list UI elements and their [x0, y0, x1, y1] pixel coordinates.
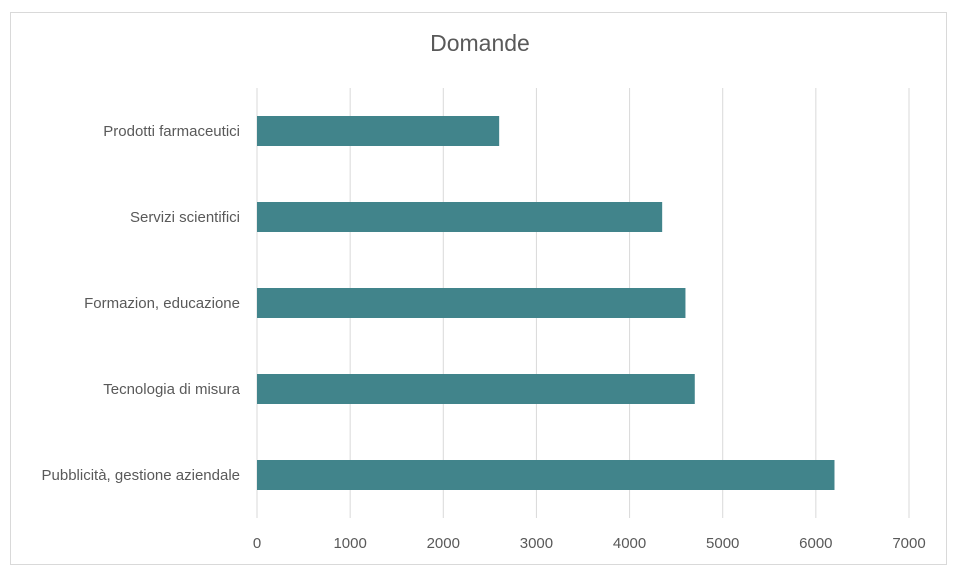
x-tick-label: 1000 — [333, 535, 366, 552]
bar — [257, 460, 834, 490]
category-label: Servizi scientifici — [130, 209, 240, 226]
x-tick-label: 6000 — [799, 535, 832, 552]
x-tick-label: 0 — [253, 535, 261, 552]
x-tick-label: 5000 — [706, 535, 739, 552]
bar — [257, 202, 662, 232]
bar — [257, 116, 499, 146]
category-label: Pubblicità, gestione aziendale — [42, 467, 240, 484]
bar — [257, 374, 695, 404]
x-tick-label: 2000 — [427, 535, 460, 552]
x-tick-label: 3000 — [520, 535, 553, 552]
bar — [257, 288, 685, 318]
category-label: Formazion, educazione — [84, 295, 240, 312]
category-label: Prodotti farmaceutici — [103, 123, 240, 140]
x-tick-label: 7000 — [892, 535, 925, 552]
category-label: Tecnologia di misura — [103, 381, 240, 398]
x-tick-label: 4000 — [613, 535, 646, 552]
